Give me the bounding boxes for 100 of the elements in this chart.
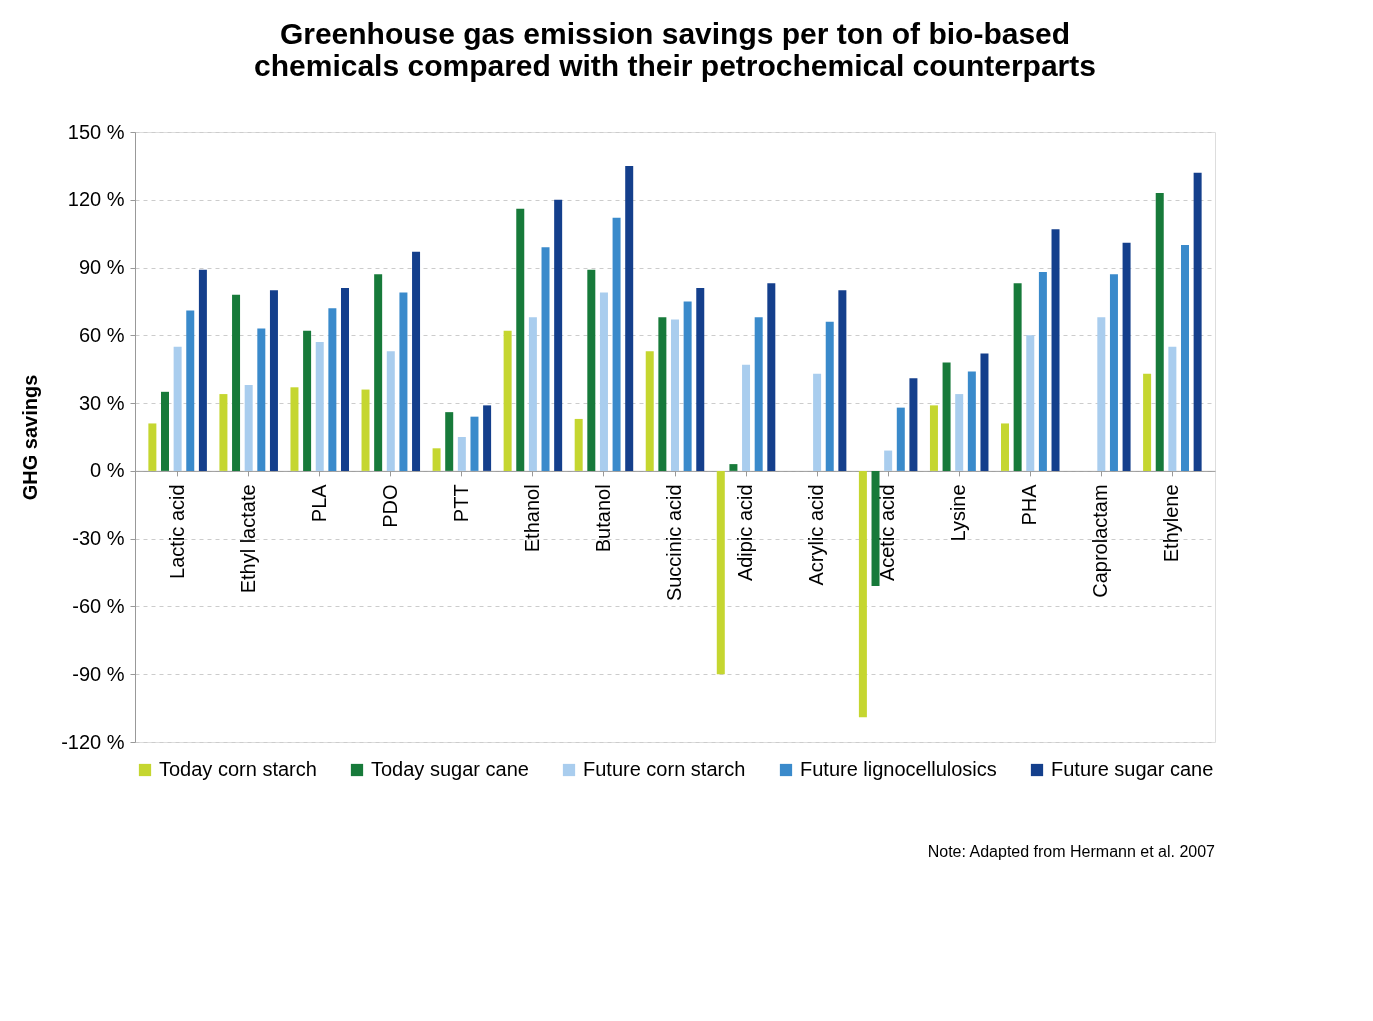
bar xyxy=(612,217,621,471)
y-tick-label: 30 % xyxy=(78,391,125,414)
x-tick-label: PDO xyxy=(378,484,401,528)
bar xyxy=(554,199,563,471)
x-tick-label: Acrylic acid xyxy=(805,484,828,586)
y-tick-label: 60 % xyxy=(78,323,125,346)
bar xyxy=(470,416,479,471)
bar xyxy=(929,405,938,471)
x-tick-label: Lysine xyxy=(947,484,970,542)
bar xyxy=(232,294,241,471)
x-tick-label: Succinic acid xyxy=(663,484,685,602)
bar xyxy=(742,364,751,471)
bar xyxy=(198,269,207,471)
bar xyxy=(942,362,951,471)
bar xyxy=(432,448,441,471)
y-tick-label: -90 % xyxy=(72,662,125,685)
bar xyxy=(625,165,634,471)
bar xyxy=(955,394,964,471)
bar xyxy=(1122,242,1131,471)
bar xyxy=(186,310,195,471)
x-tick-label: PLA xyxy=(307,483,330,523)
bar xyxy=(503,330,512,471)
bar xyxy=(269,290,278,471)
y-tick-label: -30 % xyxy=(72,527,125,550)
bar xyxy=(445,412,454,471)
y-tick-label: 0 % xyxy=(90,459,125,482)
x-tick-label: Ethylene xyxy=(1160,484,1183,563)
bar xyxy=(1038,272,1047,471)
bar xyxy=(671,319,679,471)
bar xyxy=(767,283,776,471)
bar xyxy=(328,308,337,471)
text: Greenhouse gas emission savings per ton of bio-based xyxy=(279,17,1071,50)
bar xyxy=(1051,229,1060,471)
y-axis-title: GHG savings xyxy=(19,374,42,501)
bar xyxy=(483,405,492,471)
bar xyxy=(1143,373,1152,471)
bar xyxy=(838,290,847,471)
y-tick-label: -60 % xyxy=(72,594,125,617)
x-tick-label: PHA xyxy=(1018,483,1041,526)
legend-label: Today sugar cane xyxy=(371,758,529,780)
bar xyxy=(909,378,918,471)
bar xyxy=(658,317,667,471)
bar xyxy=(574,418,583,471)
text: Note: Adapted from Hermann et al. 2007 xyxy=(927,843,1216,860)
bar xyxy=(315,342,324,471)
bar xyxy=(1168,346,1177,471)
bar xyxy=(858,470,867,718)
bar xyxy=(341,287,349,471)
bar xyxy=(219,394,228,471)
x-tick-label: Acetic acid xyxy=(876,484,899,582)
x-tick-label: Lactic acid xyxy=(165,484,188,579)
bar xyxy=(716,470,725,675)
bar xyxy=(813,373,822,471)
bar xyxy=(148,423,157,471)
bar xyxy=(825,321,834,471)
bar xyxy=(412,251,421,471)
bar xyxy=(303,330,312,471)
bar xyxy=(754,317,763,471)
bar xyxy=(1193,172,1202,471)
x-tick-label: Ethyl lactate xyxy=(236,484,259,594)
y-tick-label: 90 % xyxy=(78,256,125,279)
legend-label: Future lignocellulosics xyxy=(800,758,997,780)
x-tick-label: Ethanol xyxy=(520,484,543,553)
bar xyxy=(871,470,880,587)
bar xyxy=(257,328,266,471)
bar xyxy=(386,351,395,471)
x-tick-label: Adipic acid xyxy=(734,484,757,582)
bar xyxy=(683,301,692,471)
bar xyxy=(244,385,253,471)
bar xyxy=(541,247,550,471)
bar xyxy=(457,437,466,471)
bar xyxy=(516,208,525,471)
bar xyxy=(599,292,608,471)
bar xyxy=(1181,244,1189,471)
bar xyxy=(896,407,905,471)
bar xyxy=(528,317,537,471)
bar xyxy=(1001,423,1009,471)
bar xyxy=(1097,317,1106,471)
bar xyxy=(967,371,976,471)
bar xyxy=(980,353,989,471)
bar xyxy=(587,269,596,471)
x-tick-label: Butanol xyxy=(591,484,614,553)
bar xyxy=(645,351,654,471)
bar xyxy=(1109,274,1118,471)
bar xyxy=(361,389,370,471)
legend-label: Future corn starch xyxy=(583,758,746,780)
legend-label: Today corn starch xyxy=(159,758,317,780)
bar xyxy=(161,391,169,471)
bar xyxy=(399,292,408,471)
bar xyxy=(1026,335,1035,471)
x-tick-label: PTT xyxy=(449,484,472,523)
bar xyxy=(173,346,182,471)
bar xyxy=(374,274,383,471)
bar xyxy=(1013,283,1022,471)
bar xyxy=(884,450,893,471)
text: chemicals compared with their petrochemical counterparts xyxy=(254,49,1096,82)
y-tick-label: -120 % xyxy=(61,730,125,753)
bar xyxy=(290,387,299,471)
bar xyxy=(696,287,705,471)
bar xyxy=(1155,193,1164,471)
